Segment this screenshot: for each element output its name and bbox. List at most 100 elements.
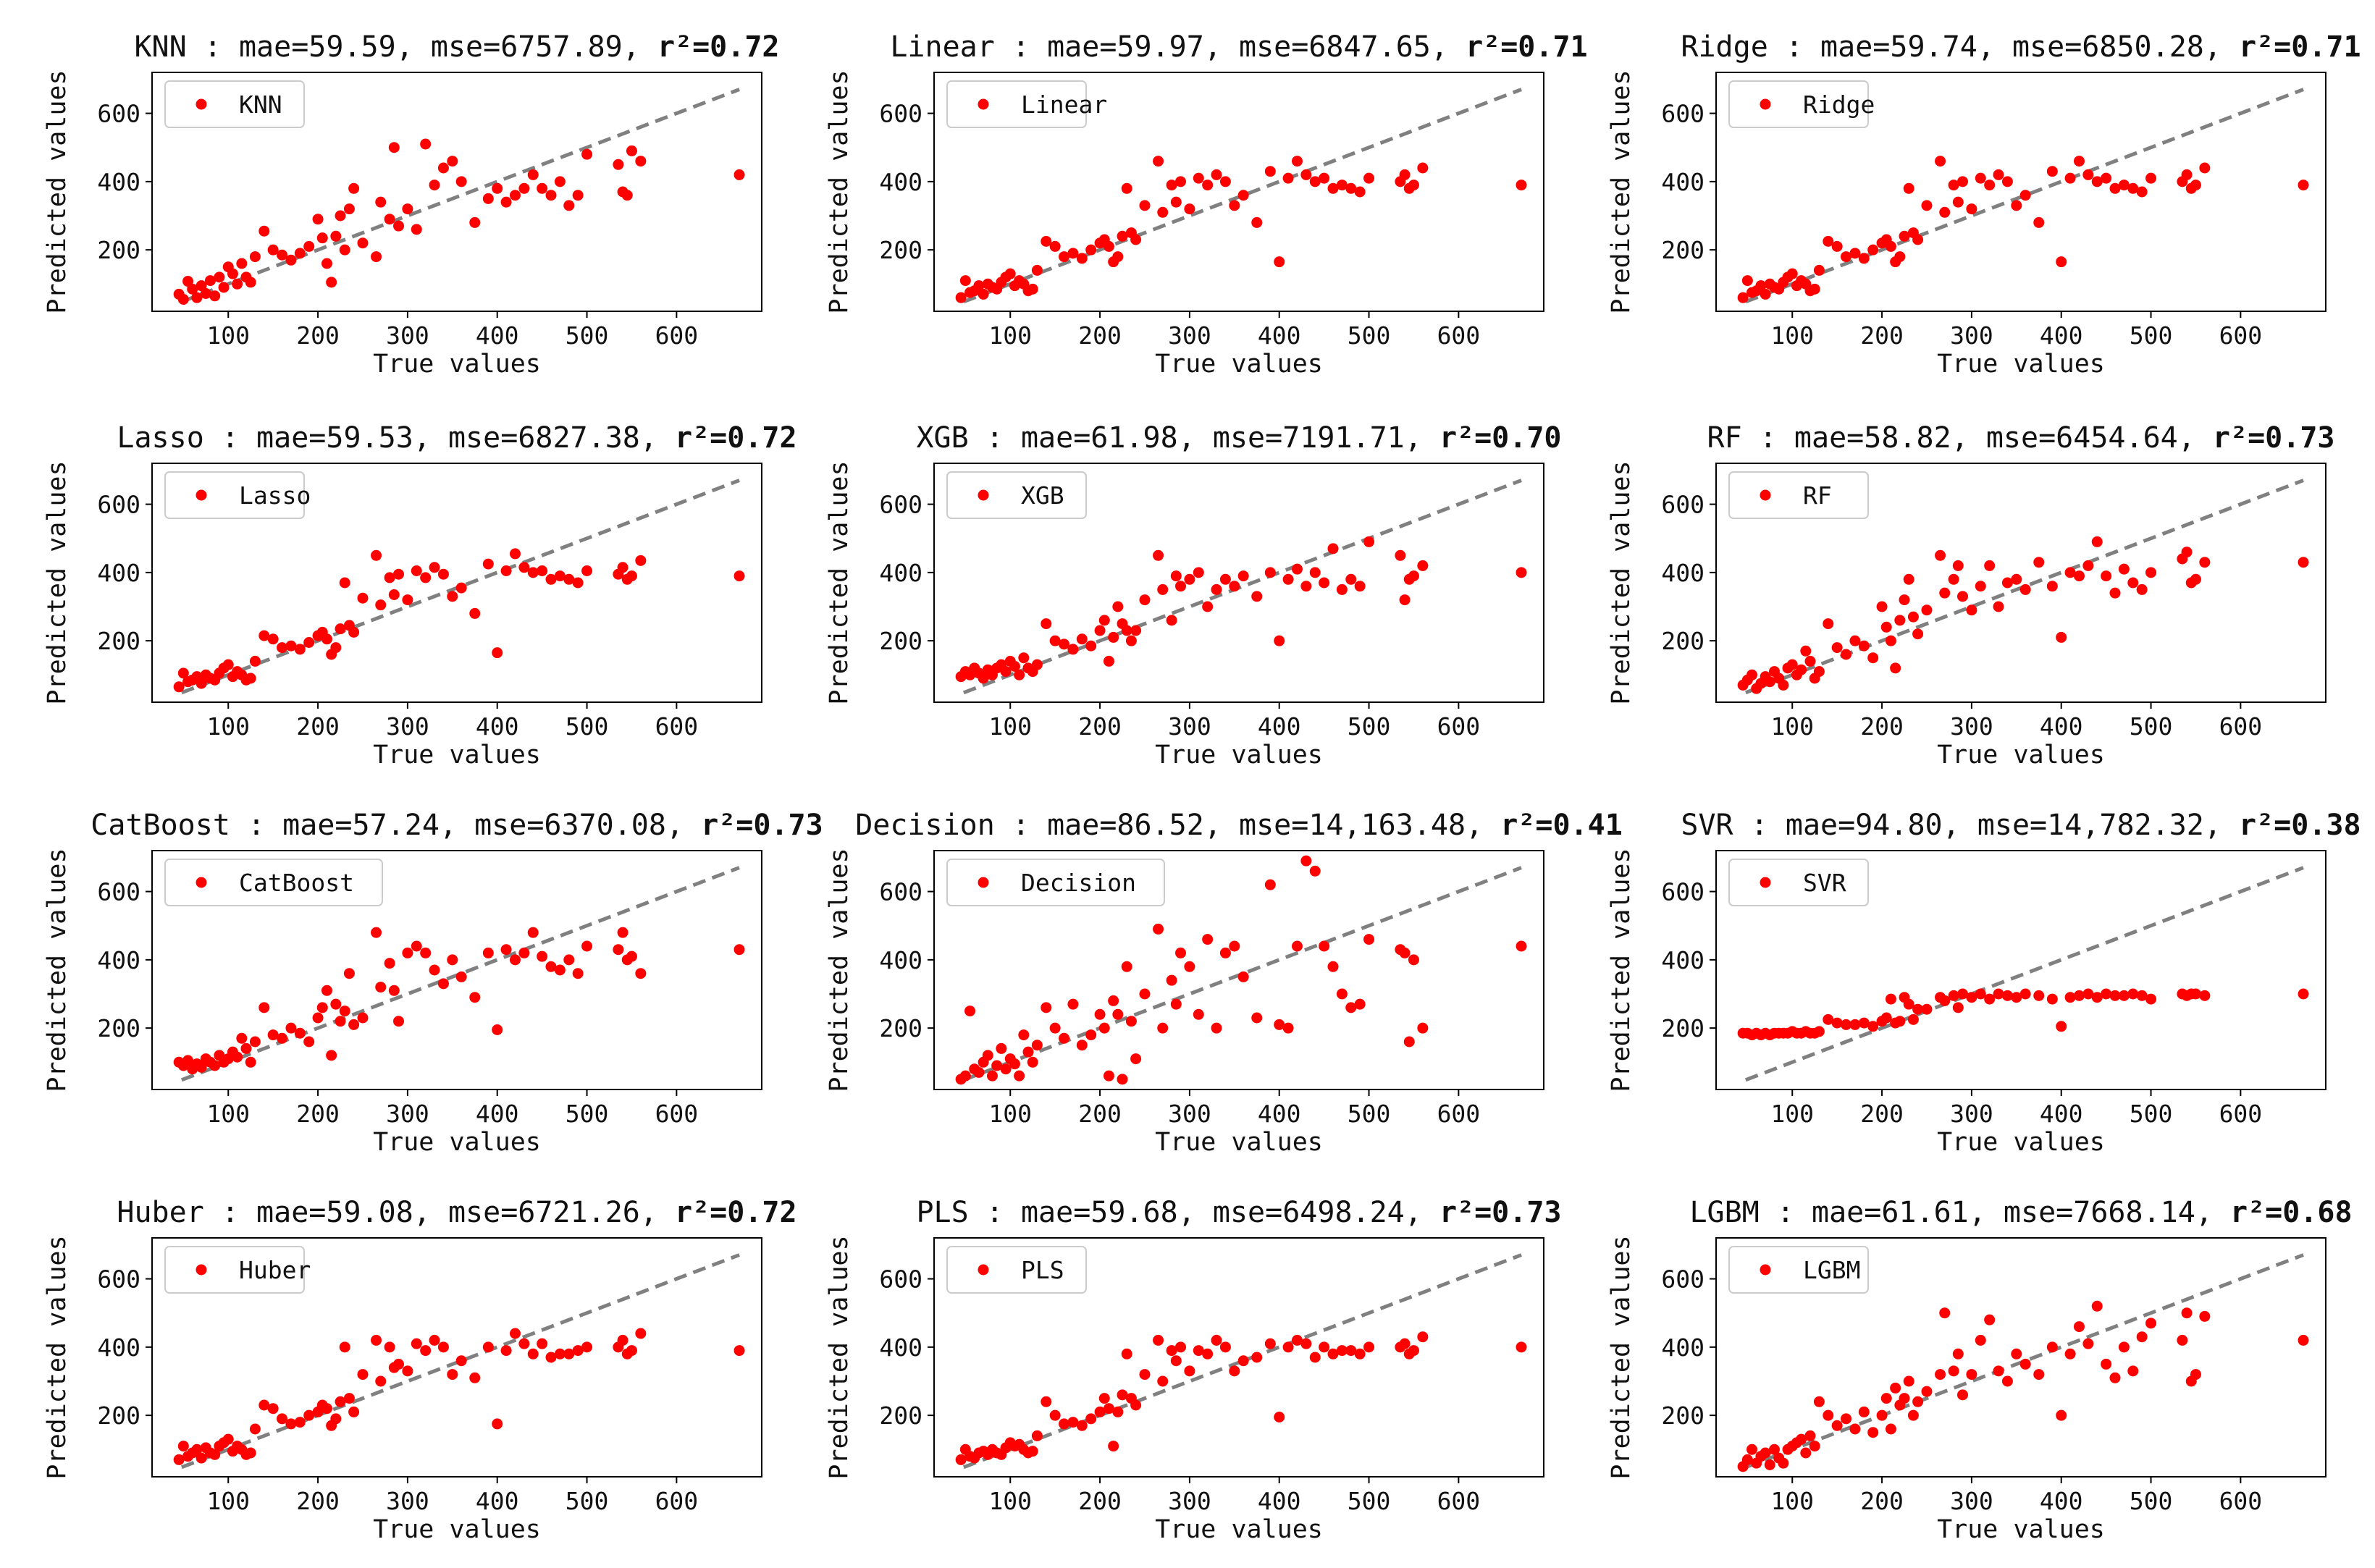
data-point — [420, 138, 432, 150]
data-point — [2001, 176, 2013, 187]
data-point — [218, 282, 230, 293]
y-tick-label: 200 — [879, 236, 922, 264]
x-tick-label: 600 — [1437, 321, 1481, 350]
data-point — [191, 1443, 203, 1455]
x-tick-label: 600 — [2219, 1487, 2263, 1515]
data-point — [267, 244, 279, 256]
data-point — [537, 182, 548, 194]
data-point — [1193, 1345, 1204, 1357]
x-tick-label: 200 — [1078, 321, 1122, 350]
data-point — [2064, 1348, 2076, 1360]
data-point — [1157, 206, 1169, 218]
data-point — [1327, 961, 1339, 972]
data-point — [316, 1002, 328, 1013]
data-point — [411, 1338, 422, 1349]
data-point — [1049, 635, 1061, 646]
data-point — [1764, 1459, 1775, 1470]
data-point — [384, 214, 395, 225]
y-tick-label: 600 — [97, 100, 140, 128]
data-point — [2190, 1369, 2201, 1381]
x-tick-label: 600 — [1437, 1100, 1481, 1128]
x-tick-label: 300 — [1950, 1487, 1993, 1515]
data-point — [388, 985, 400, 996]
data-point — [384, 958, 395, 969]
data-point — [1804, 1430, 1816, 1441]
data-point — [1202, 1348, 1214, 1360]
data-point — [492, 1418, 503, 1430]
data-point — [384, 572, 395, 583]
data-point — [1103, 240, 1114, 252]
data-point — [1049, 1409, 1061, 1421]
data-point — [1823, 1409, 1834, 1421]
data-point — [1912, 234, 1924, 245]
plot-title: SVR : mae=94.80, mse=14,782.32, r²=0.38 — [1681, 809, 2361, 842]
data-point — [1049, 1022, 1061, 1034]
legend-marker — [196, 98, 207, 110]
data-point — [1952, 196, 1964, 208]
data-point — [2101, 988, 2112, 1000]
data-point — [335, 210, 346, 222]
legend-label: KNN — [239, 90, 282, 119]
data-point — [1076, 1420, 1088, 1431]
data-point — [1202, 934, 1214, 945]
legend-marker — [196, 489, 207, 501]
data-point — [518, 947, 530, 958]
data-point — [1117, 230, 1128, 242]
data-point — [330, 230, 342, 242]
data-point — [733, 570, 745, 582]
data-point — [312, 214, 324, 225]
y-axis-label: Predicted values — [43, 69, 72, 313]
data-point — [258, 630, 270, 641]
data-point — [2073, 990, 2085, 1001]
data-point — [177, 667, 189, 679]
data-point — [326, 1050, 337, 1061]
y-tick-label: 400 — [1661, 559, 1704, 587]
plot-title: Ridge : mae=59.74, mse=6850.28, r²=0.71 — [1681, 30, 2361, 64]
plot-title: Lasso : mae=59.53, mse=6827.38, r²=0.72 — [117, 421, 796, 455]
reference-line — [1744, 1253, 2304, 1470]
data-point — [303, 1036, 315, 1048]
data-point — [1800, 1447, 1812, 1459]
data-point — [1125, 1016, 1137, 1027]
data-point — [2056, 1409, 2067, 1421]
subplot-decision: Decision : mae=86.52, mse=14,163.48, r²=… — [825, 809, 1623, 1157]
data-point — [1117, 1389, 1128, 1401]
data-point — [537, 1338, 548, 1349]
data-point — [1219, 573, 1231, 585]
x-tick-label: 100 — [206, 712, 250, 741]
data-point — [2136, 990, 2148, 1001]
data-point — [581, 1341, 593, 1353]
x-tick-label: 200 — [296, 1100, 340, 1128]
data-point — [509, 1328, 521, 1339]
data-point — [537, 565, 548, 576]
data-point — [1009, 1058, 1020, 1070]
data-point — [2118, 990, 2130, 1001]
data-point — [294, 1027, 306, 1039]
data-point — [285, 640, 297, 652]
data-point — [285, 1418, 297, 1430]
x-tick-label: 300 — [1950, 1100, 1993, 1128]
data-point — [1139, 594, 1151, 606]
data-point — [1966, 992, 1977, 1003]
data-point — [955, 1454, 967, 1465]
data-point — [1327, 543, 1339, 555]
data-point — [1067, 248, 1079, 259]
data-point — [402, 594, 413, 606]
x-tick-label: 500 — [1348, 1100, 1391, 1128]
axes-frame — [151, 1237, 762, 1478]
y-tick-label: 200 — [879, 1401, 922, 1430]
data-point — [509, 548, 521, 560]
data-point — [1153, 549, 1164, 561]
data-point — [1059, 1032, 1070, 1044]
data-point — [1907, 1409, 1919, 1421]
data-point — [1354, 581, 1366, 592]
legend-box — [1728, 80, 1869, 128]
legend-label: Lasso — [239, 481, 311, 510]
reference-line — [180, 866, 740, 1082]
data-point — [1993, 1365, 2004, 1377]
x-tick-label: 100 — [1770, 321, 1814, 350]
data-point — [1157, 1375, 1169, 1387]
legend-box — [164, 471, 305, 519]
data-point — [1264, 1338, 1276, 1349]
data-point — [1085, 1413, 1097, 1425]
